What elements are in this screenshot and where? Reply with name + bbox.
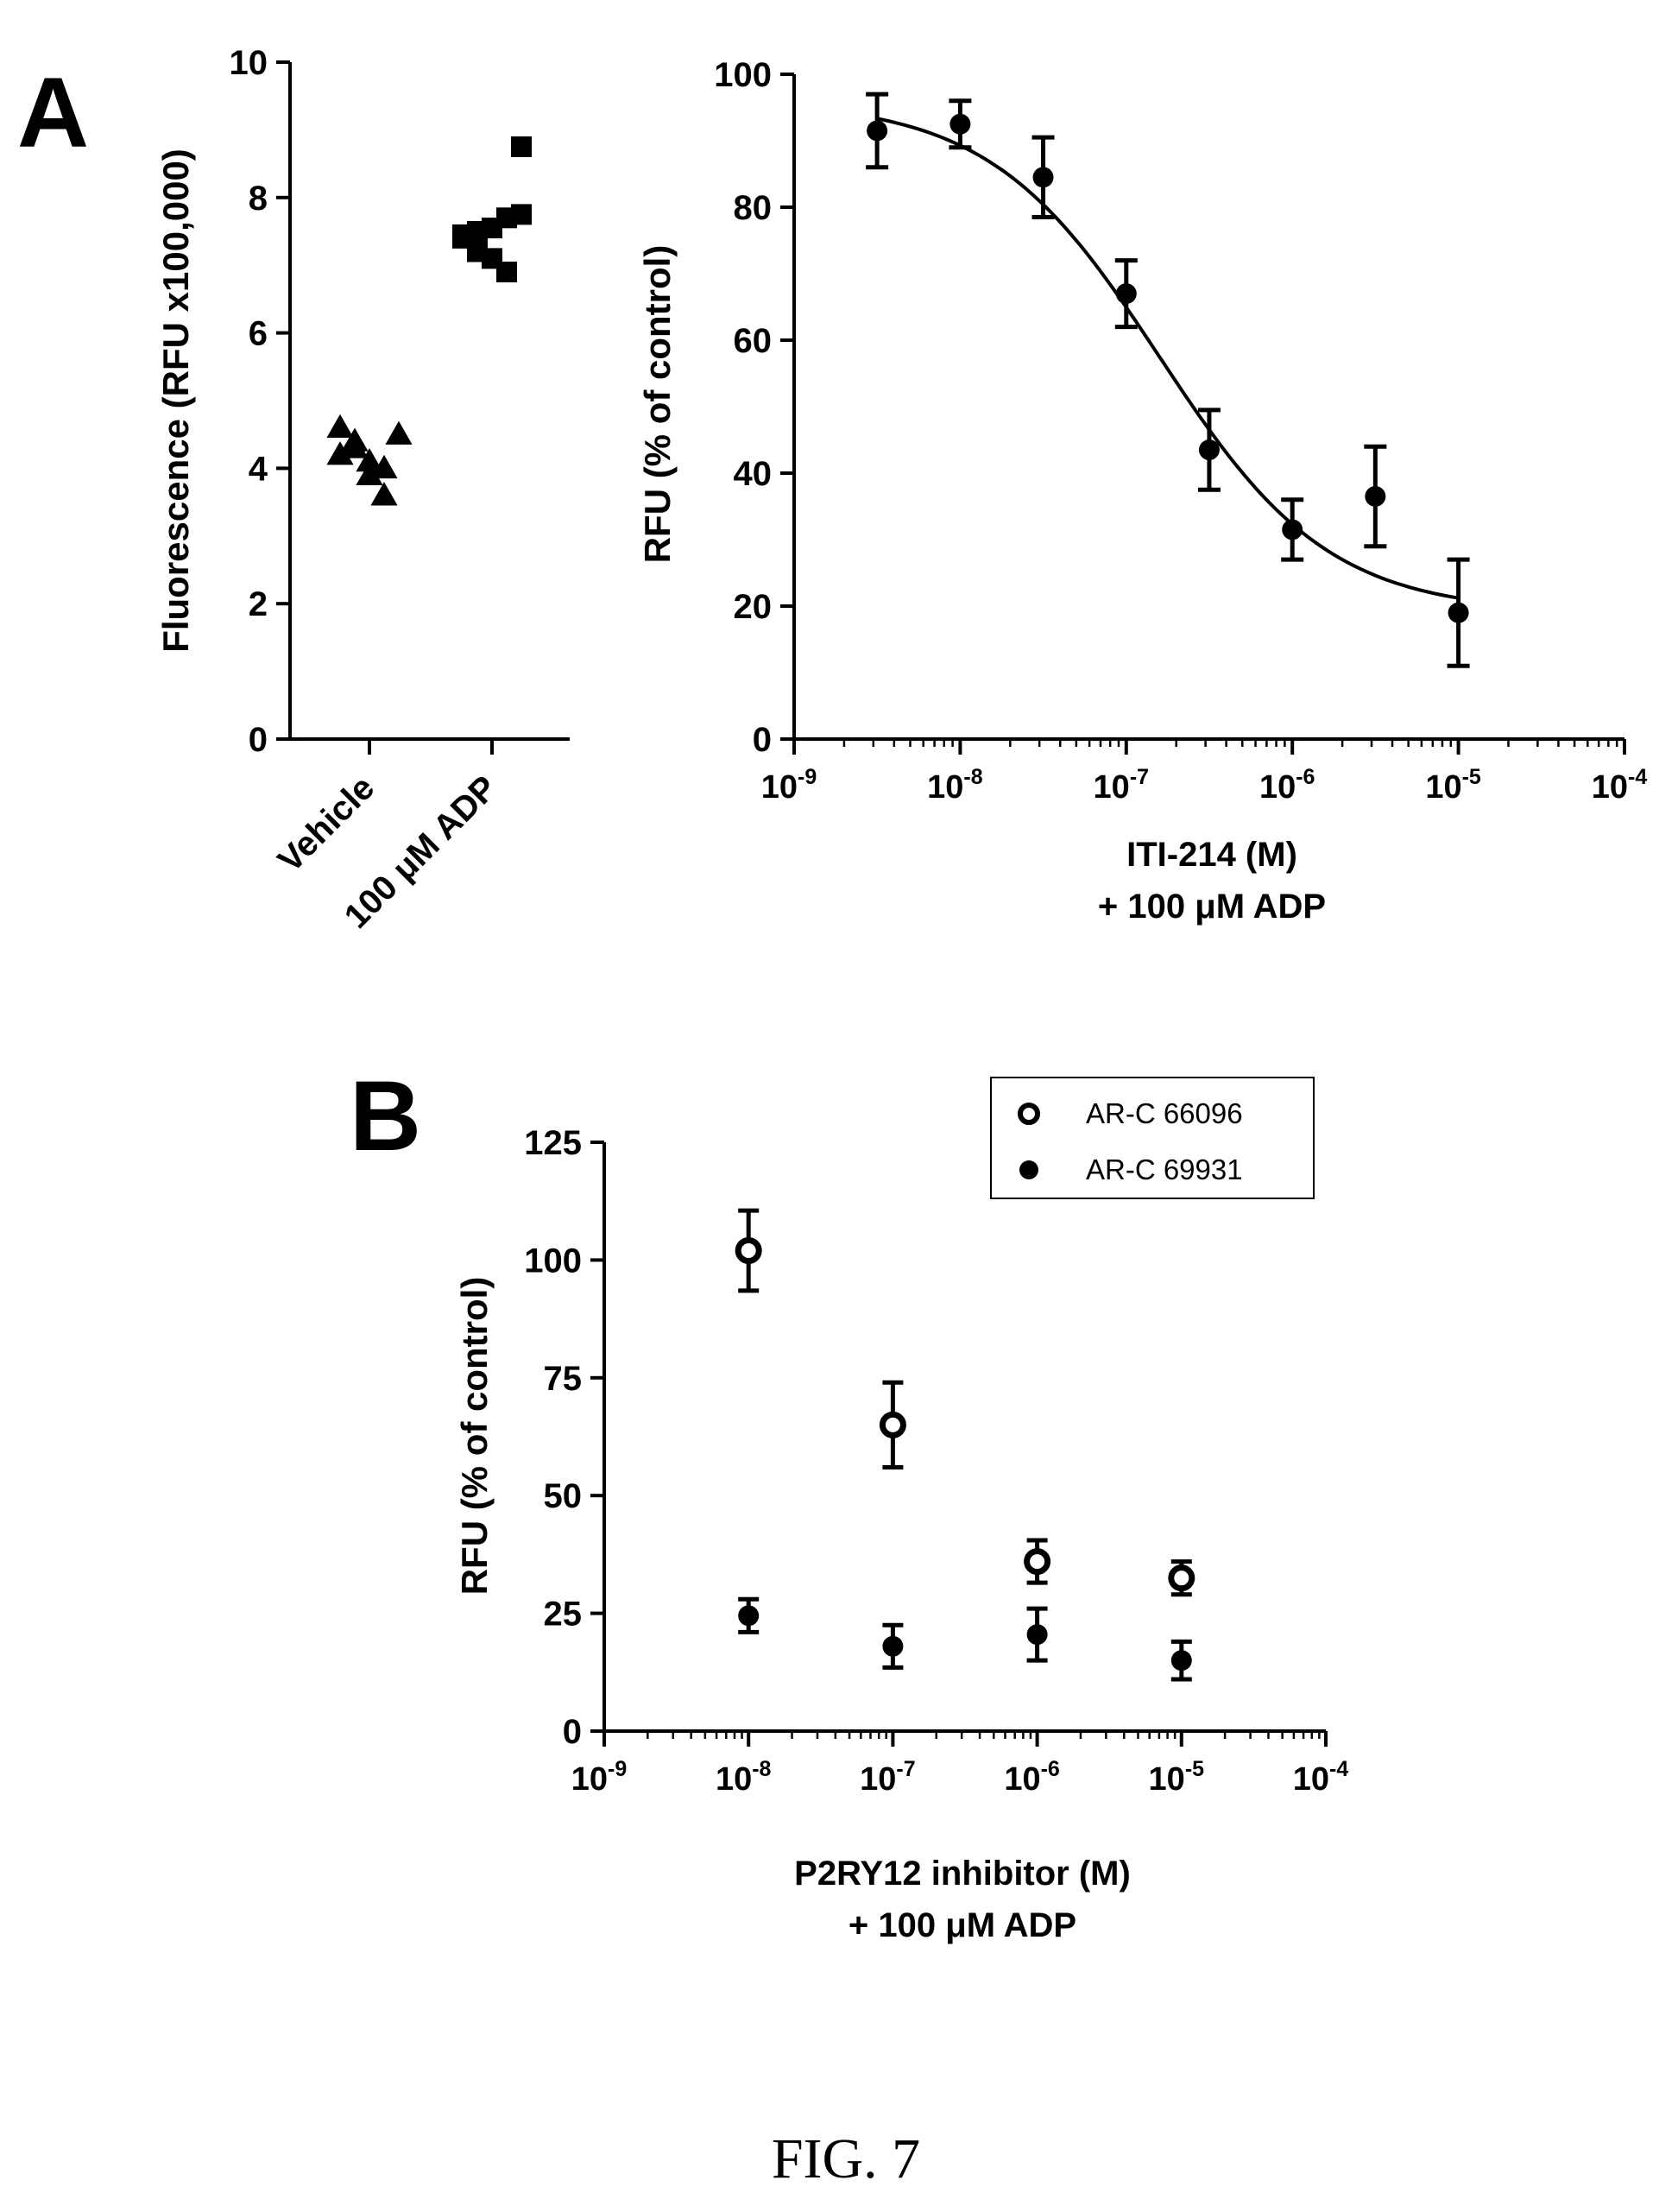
x-tick-label: 10-8 — [716, 1757, 772, 1798]
x-ticks — [368, 739, 494, 755]
x-axis-label: ITI-214 (M) — [1126, 836, 1297, 874]
filled-circle-point — [882, 1635, 904, 1657]
y-axis-label: RFU (% of control) — [637, 245, 678, 564]
y-tick-label: 100 — [714, 56, 772, 94]
data-point — [1032, 167, 1054, 188]
legend-label-ar-c-69931: AR-C 69931 — [1086, 1153, 1243, 1185]
y-tick-label: 0 — [753, 721, 772, 759]
figure-caption: FIG. 7 — [772, 2127, 920, 2190]
y-ticks: 0 25 50 75 100 125 — [524, 1124, 604, 1751]
data-points — [326, 136, 532, 506]
y-tick-label: 2 — [249, 585, 268, 623]
data-point — [867, 120, 888, 142]
triangle-marker — [356, 461, 383, 485]
data-point — [1365, 485, 1386, 507]
y-tick-label: 60 — [734, 322, 773, 360]
x-tick-label: 10-6 — [1004, 1757, 1060, 1798]
data-point — [1115, 283, 1137, 305]
y-tick-label: 125 — [524, 1124, 582, 1162]
legend-marker-filled-circle — [1019, 1160, 1038, 1179]
legend-label-ar-c-66096: AR-C 66096 — [1086, 1097, 1243, 1129]
square-marker — [511, 136, 532, 157]
y-tick-label: 80 — [734, 189, 773, 227]
y-axis-label: RFU (% of control) — [454, 1277, 495, 1596]
x-ticks: 10-9 10-8 10-7 10-6 10-5 10-4 — [761, 739, 1648, 806]
open-circle-point — [879, 1411, 906, 1438]
y-ticks: 0 2 4 6 8 10 — [230, 44, 290, 759]
triangle-marker — [385, 420, 413, 445]
y-tick-label: 40 — [734, 455, 773, 493]
x-tick-label: 10-9 — [571, 1757, 628, 1798]
y-tick-label: 75 — [544, 1360, 583, 1398]
y-tick-label: 25 — [544, 1596, 583, 1634]
panel-label-a: A — [17, 58, 89, 168]
x-tick-label: 10-5 — [1149, 1757, 1205, 1798]
x-axis-label: P2RY12 inhibitor (M) — [794, 1855, 1131, 1893]
data-point — [1282, 519, 1303, 540]
triangle-marker — [326, 441, 354, 465]
y-tick-label: 6 — [249, 315, 268, 353]
data-point — [949, 113, 971, 135]
filled-circle-point — [1026, 1624, 1048, 1646]
data-point — [1198, 439, 1220, 461]
square-marker — [496, 262, 517, 283]
y-tick-label: 4 — [249, 450, 268, 488]
triangle-marker — [341, 427, 369, 452]
legend-box — [990, 1077, 1315, 1199]
legend-marker-open-circle — [1018, 1103, 1040, 1125]
open-circle-point — [1024, 1548, 1051, 1576]
x-tick-label: 10-4 — [1293, 1757, 1349, 1798]
filled-circle-point — [1170, 1650, 1192, 1672]
open-circle-point — [735, 1236, 762, 1264]
x-tick-label: 10-5 — [1425, 765, 1481, 806]
x-tick-label: 10-6 — [1259, 765, 1315, 806]
y-tick-label: 8 — [249, 180, 268, 218]
filled-circle-point — [738, 1605, 760, 1627]
x-tick-label: 10-7 — [860, 1757, 916, 1798]
legend: AR-C 66096 AR-C 69931 — [990, 1077, 1315, 1199]
y-axis-label: Fluorescence (RFU x100,000) — [155, 149, 196, 653]
x-tick-label-vehicle: Vehicle — [271, 768, 382, 880]
triangle-marker — [370, 454, 398, 479]
y-ticks: 0 20 40 60 80 100 — [714, 56, 794, 759]
y-tick-label: 0 — [249, 721, 268, 759]
y-tick-label: 100 — [524, 1242, 582, 1280]
square-marker — [511, 204, 532, 225]
chart-b: 0 25 50 75 100 125 10-9 10-8 10-7 10-6 10-5 10-4 R… — [454, 1077, 1349, 1944]
x-tick-label: 10-4 — [1592, 765, 1648, 806]
triangle-marker — [356, 447, 383, 472]
x-tick-label: 10-9 — [761, 765, 817, 806]
triangle-marker — [370, 482, 398, 506]
x-axis-label-line2: + 100 μM ADP — [1098, 888, 1326, 926]
data-points — [866, 92, 1470, 668]
chart-a-right: 0 20 40 60 80 100 10-9 10-8 10-7 10-6 10-5 10-4 RF… — [637, 56, 1647, 926]
open-circle-point — [1168, 1564, 1195, 1592]
fit-curve — [876, 117, 1459, 600]
x-ticks: 10-9 10-8 10-7 10-6 10-5 10-4 — [571, 1731, 1349, 1798]
y-tick-label: 10 — [230, 44, 268, 82]
triangle-marker — [326, 414, 354, 439]
chart-a-left: 0 2 4 6 8 10 Fluorescence (RFU x100,000) Vehi… — [155, 44, 570, 936]
panel-label-b: B — [350, 1061, 421, 1172]
y-tick-label: 0 — [563, 1713, 582, 1751]
x-axis-label-line2: + 100 μM ADP — [848, 1906, 1076, 1944]
data-point — [1448, 602, 1469, 623]
y-tick-label: 50 — [544, 1477, 583, 1515]
y-tick-label: 20 — [734, 588, 773, 626]
data-points — [735, 1208, 1195, 1682]
x-tick-label: 10-8 — [927, 765, 983, 806]
x-tick-label: 10-7 — [1094, 765, 1150, 806]
